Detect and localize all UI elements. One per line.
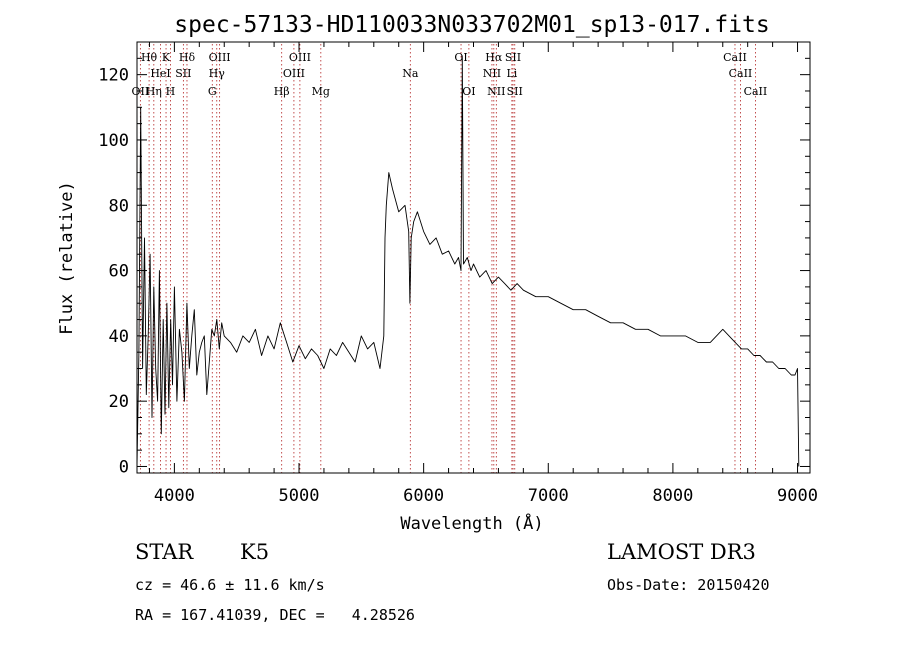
- x-axis-label: Wavelength (Å): [400, 512, 543, 534]
- spectral-line-label: Hδ: [179, 51, 196, 64]
- spectral-line-label: OIII: [289, 51, 311, 64]
- plot-frame: [136, 41, 811, 474]
- survey-name: LAMOST DR3: [607, 540, 756, 564]
- spectral-line-label: SII: [507, 85, 523, 98]
- spectral-line-label: CaII: [744, 85, 768, 98]
- y-axis-label: Flux (relative): [57, 181, 77, 335]
- spectral-line-label: G: [208, 85, 217, 98]
- x-tick-label: 8000: [652, 486, 693, 506]
- spectral-line-label: Hβ: [274, 85, 290, 98]
- spectrum-series-line: [136, 57, 800, 467]
- spectral-line-label: OI: [462, 85, 475, 98]
- spectral-line-markers: [139, 44, 756, 473]
- y-tick-label: 0: [119, 457, 129, 477]
- spectral-line-label: OII: [132, 85, 150, 98]
- spectral-line-label: Li: [506, 67, 517, 80]
- spectral-line-label: H: [166, 85, 176, 98]
- y-axis-ticks: 0 20 40 60 80 100 120: [98, 57, 810, 477]
- y-tick-label: 40: [109, 327, 129, 347]
- x-tick-label: 5000: [279, 486, 320, 506]
- spectral-line-label: CaII: [723, 51, 747, 64]
- object-class: STAR: [135, 540, 194, 564]
- spectral-line-label: SII: [505, 51, 521, 64]
- redshift-cz: cz = 46.6 ± 11.6 km/s: [135, 576, 325, 594]
- spectral-line-label: Mg: [312, 85, 330, 98]
- spectral-line-label: SII: [175, 67, 191, 80]
- spectral-line-label: Hγ: [209, 67, 226, 80]
- spectral-line-label: K: [162, 51, 171, 64]
- ra-dec: RA = 167.41039, DEC = 4.28526: [135, 606, 415, 624]
- spectral-line-label: NII: [483, 67, 501, 80]
- spectral-line-label: Na: [402, 67, 419, 80]
- x-tick-label: 6000: [403, 486, 444, 506]
- y-tick-label: 100: [98, 131, 129, 151]
- spectral-line-label: HeI: [150, 67, 170, 80]
- chart-title: spec-57133-HD110033N033702M01_sp13-017.f…: [174, 12, 769, 38]
- object-subclass: K5: [240, 540, 269, 564]
- spectral-line-label: CaII: [729, 67, 753, 80]
- y-tick-label: 80: [109, 196, 129, 216]
- x-tick-label: 9000: [777, 486, 818, 506]
- observation-date: Obs-Date: 20150420: [607, 576, 770, 594]
- spectral-line-label: OIII: [209, 51, 231, 64]
- spectral-line-label: Hα: [485, 51, 503, 64]
- spectral-line-label: OIII: [283, 67, 305, 80]
- x-axis-ticks: 4000 5000 6000 7000 8000 9000: [148, 42, 818, 506]
- spectral-line-label: Hη: [146, 85, 162, 98]
- spectral-line-label: Hθ: [141, 51, 158, 64]
- y-tick-label: 60: [109, 262, 129, 282]
- spectral-line-label: NII: [487, 85, 505, 98]
- x-tick-label: 4000: [154, 486, 195, 506]
- y-tick-label: 120: [98, 66, 129, 86]
- y-tick-label: 20: [109, 392, 129, 412]
- x-tick-label: 7000: [528, 486, 569, 506]
- spectral-line-label: OI: [454, 51, 467, 64]
